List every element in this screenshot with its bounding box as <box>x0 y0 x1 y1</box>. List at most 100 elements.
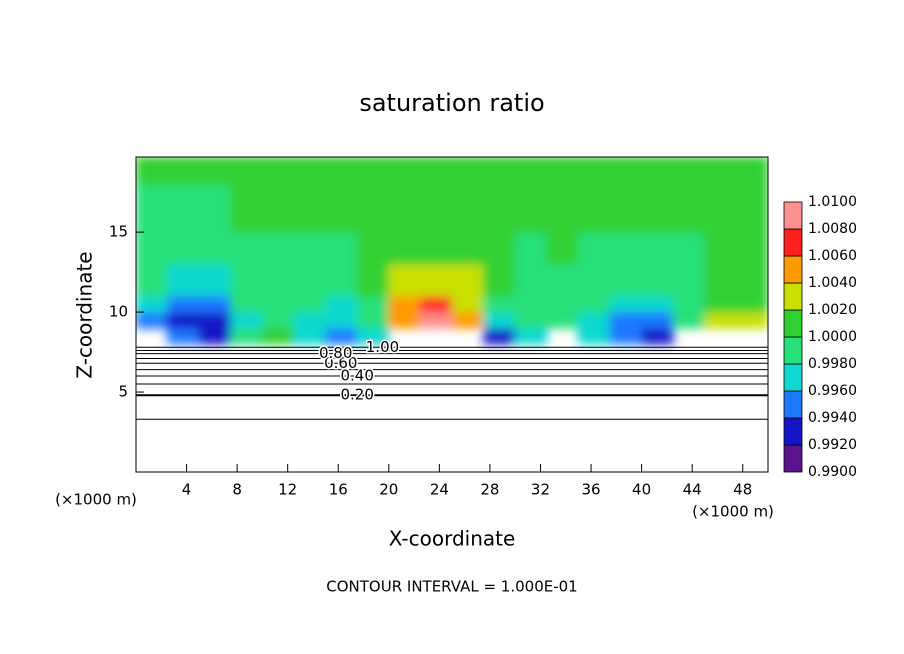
field-cell <box>483 183 516 233</box>
colorbar-band <box>783 390 803 419</box>
field-cell <box>198 231 232 265</box>
colorbar-band <box>783 228 803 257</box>
field-cell <box>388 295 421 313</box>
x-tick-label: 32 <box>531 481 550 499</box>
field-cell <box>356 157 390 185</box>
field-cell <box>325 327 358 345</box>
contour-label: 0.20 <box>340 386 373 404</box>
field-cell <box>419 295 453 313</box>
field-cell <box>546 311 579 329</box>
field-cell <box>293 183 327 233</box>
field-cell <box>356 263 390 297</box>
field-cell <box>293 231 327 265</box>
field-cell <box>577 157 611 185</box>
field-cell <box>735 311 768 329</box>
field-cell <box>261 311 295 329</box>
field-cell <box>419 231 453 265</box>
colorbar-label: 0.9960 <box>808 383 857 399</box>
field-cell <box>514 263 548 297</box>
contour-interval: CONTOUR INTERVAL = 1.000E-01 <box>326 578 577 596</box>
field-cell <box>577 295 611 313</box>
plot-frame <box>135 156 769 473</box>
x-tick-label: 28 <box>480 481 499 499</box>
colorbar-label: 0.9920 <box>808 437 857 453</box>
field-cell <box>641 183 674 233</box>
field-cell <box>546 231 579 265</box>
field-cell <box>672 295 706 313</box>
x-tick-label: 44 <box>683 481 702 499</box>
field-cell <box>356 295 390 313</box>
colorbar-label: 0.9900 <box>808 464 857 480</box>
field-cell <box>325 311 358 329</box>
field-cell <box>704 157 737 185</box>
field-cell <box>704 231 737 265</box>
field-cell <box>546 183 579 233</box>
field-cell <box>641 311 674 329</box>
field-cell <box>514 295 548 313</box>
field-cell <box>356 231 390 265</box>
field-cell <box>609 183 643 233</box>
field-cell <box>198 295 232 313</box>
field-cell <box>514 311 548 329</box>
field-cell <box>672 183 706 233</box>
field-cell <box>672 263 706 297</box>
x-tick-label: 16 <box>329 481 348 499</box>
field-cell <box>641 263 674 297</box>
field-cell <box>261 183 295 233</box>
field-cell <box>672 311 706 329</box>
field-cell <box>198 183 232 233</box>
field-cell <box>483 157 516 185</box>
field-cell <box>419 157 453 185</box>
field-cell <box>672 157 706 185</box>
field-cell <box>609 231 643 265</box>
y-tick-label: 5 <box>118 383 128 401</box>
field-cell <box>577 311 611 329</box>
colorbar-band <box>783 255 803 284</box>
field-cell <box>261 231 295 265</box>
colorbar-label: 1.0040 <box>808 275 857 291</box>
field-cell <box>167 157 200 185</box>
colorbar-band <box>783 309 803 338</box>
field-cell <box>293 311 327 329</box>
field-cell <box>388 263 421 297</box>
field-cell <box>514 183 548 233</box>
field-cell <box>483 311 516 329</box>
field-cell <box>546 295 579 313</box>
field-cell <box>167 183 200 233</box>
field-cell <box>451 231 485 265</box>
colorbar-band <box>783 444 803 473</box>
field-cell <box>451 311 485 329</box>
colorbar-label: 1.0020 <box>808 302 857 318</box>
field-cell <box>641 327 674 345</box>
colorbar-band <box>783 282 803 311</box>
colorbar-band <box>783 201 803 230</box>
field-cell <box>136 263 169 297</box>
field-cell <box>261 327 295 345</box>
field-cell <box>230 157 263 185</box>
colorbar-label: 0.9940 <box>808 410 857 426</box>
field-cell <box>609 327 643 345</box>
field-cell <box>577 183 611 233</box>
field-cell <box>198 157 232 185</box>
field-cell <box>230 327 263 345</box>
colorbar-band <box>783 363 803 392</box>
field-cell <box>230 263 263 297</box>
field-cell <box>483 327 516 345</box>
field-cell <box>388 231 421 265</box>
field-cell <box>641 295 674 313</box>
field-cell <box>167 263 200 297</box>
field-cell <box>609 311 643 329</box>
field-cell <box>356 327 390 345</box>
y-unit-label: (×1000 m) <box>55 491 137 509</box>
field-cell <box>230 311 263 329</box>
field-cell <box>735 183 768 233</box>
field-cell <box>735 263 768 297</box>
field-cell <box>451 295 485 313</box>
y-axis-label: Z-coordinate <box>73 251 97 378</box>
field-cell <box>609 295 643 313</box>
field-cell <box>735 295 768 313</box>
field-cell <box>451 183 485 233</box>
field-cell <box>136 183 169 233</box>
colorbar-label: 1.0060 <box>808 248 857 264</box>
